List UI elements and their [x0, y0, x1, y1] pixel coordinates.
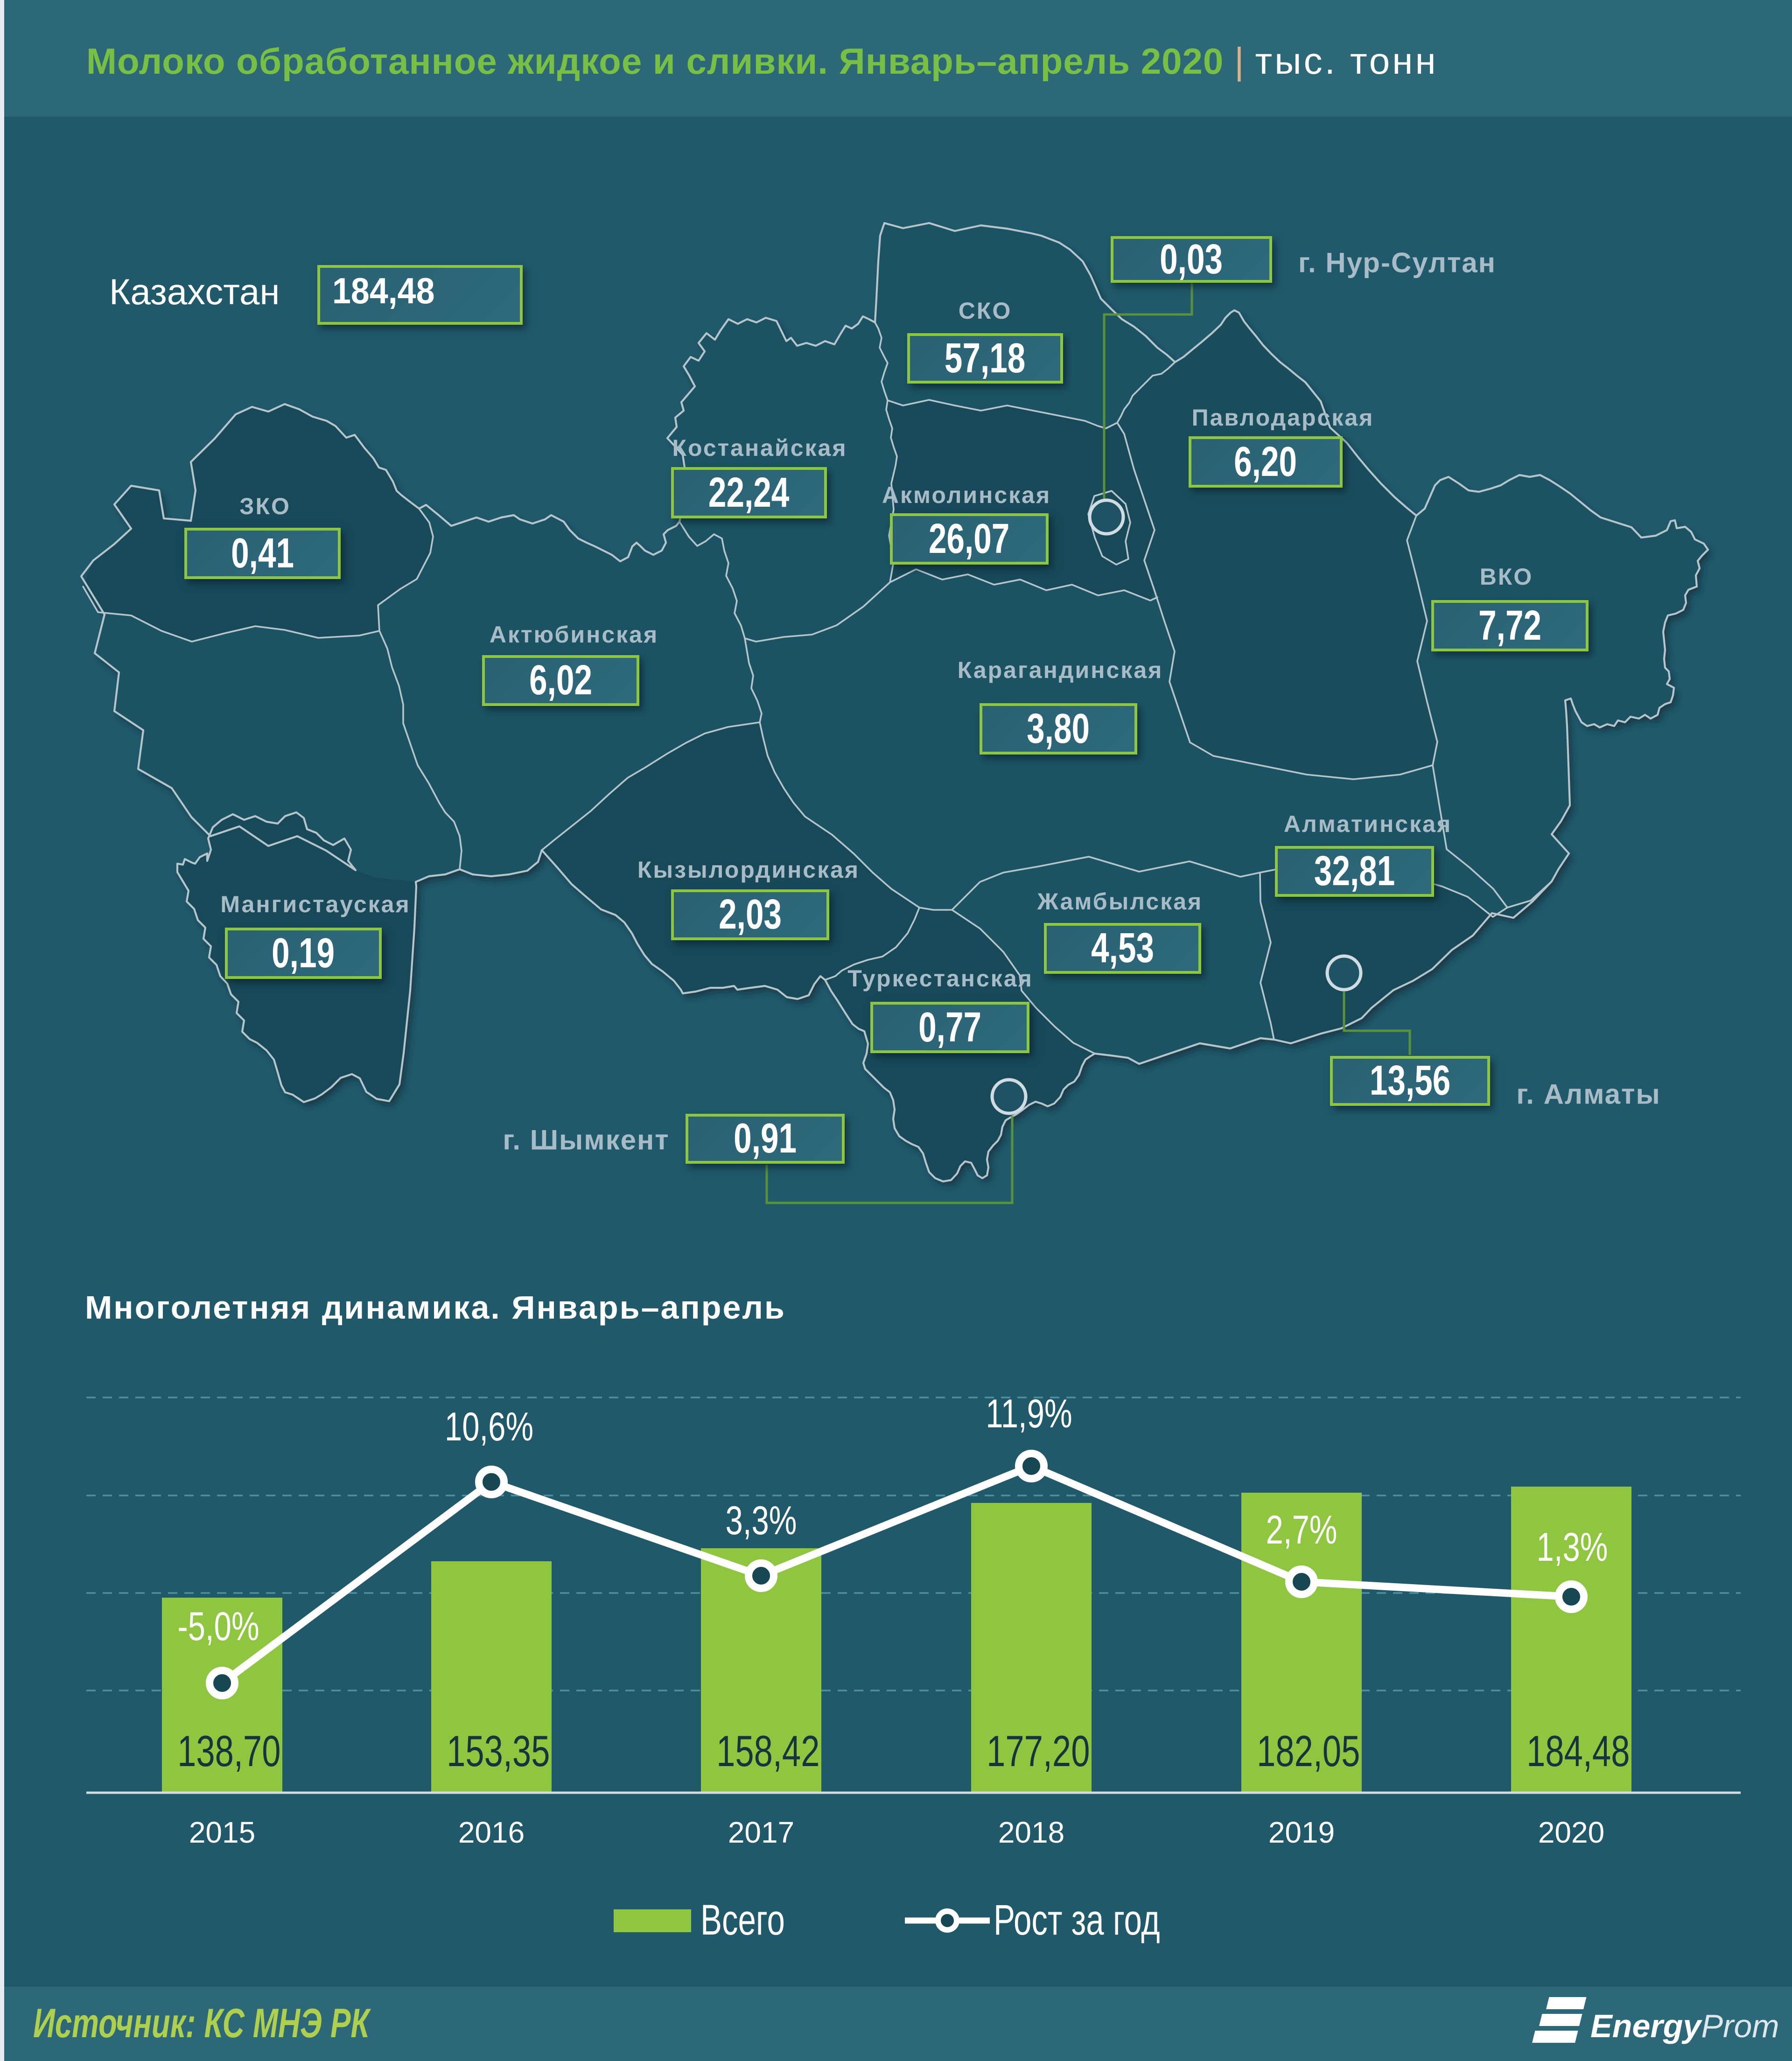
svg-text:EnergyProm: EnergyProm: [1590, 2008, 1779, 2044]
